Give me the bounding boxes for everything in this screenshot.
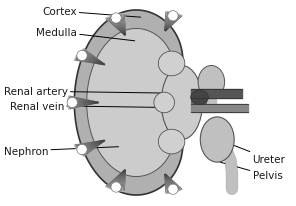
Text: Cortex: Cortex [42,7,141,18]
Polygon shape [87,29,175,177]
Polygon shape [164,173,183,194]
Polygon shape [67,96,101,110]
Polygon shape [74,49,107,66]
Bar [191,89,207,113]
Ellipse shape [158,52,185,76]
Ellipse shape [200,117,234,162]
Ellipse shape [77,51,87,61]
Ellipse shape [111,182,121,192]
Ellipse shape [191,91,208,105]
Ellipse shape [198,66,225,99]
Ellipse shape [67,98,78,108]
Ellipse shape [154,93,175,113]
Polygon shape [74,11,183,195]
Ellipse shape [168,184,178,194]
Polygon shape [104,169,126,192]
Text: Nephron: Nephron [4,146,118,156]
Ellipse shape [77,145,87,155]
Text: Pelvis: Pelvis [220,162,282,181]
Text: Medulla: Medulla [36,27,135,42]
Ellipse shape [158,130,185,154]
Ellipse shape [168,12,178,22]
Ellipse shape [111,14,121,24]
Ellipse shape [161,66,202,140]
Polygon shape [74,140,107,157]
Polygon shape [104,14,126,37]
Polygon shape [164,12,183,33]
Text: Ureter: Ureter [232,145,285,164]
Text: Renal vein: Renal vein [9,101,178,111]
Text: Renal artery: Renal artery [4,87,178,97]
